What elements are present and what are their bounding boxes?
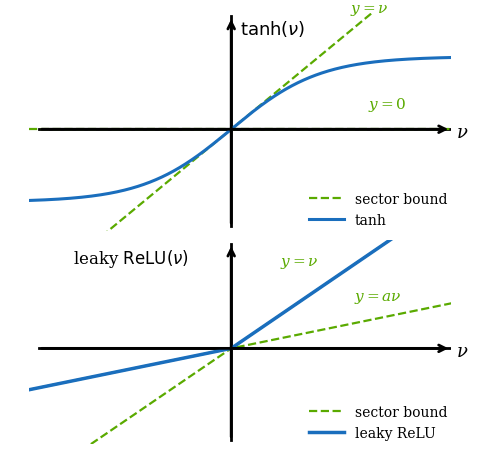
- Text: $y = \nu$: $y = \nu$: [279, 256, 318, 271]
- Text: $\nu$: $\nu$: [456, 342, 468, 360]
- Text: $y = a\nu$: $y = a\nu$: [354, 290, 402, 306]
- Text: leaky $\mathrm{ReLU}(\nu)$: leaky $\mathrm{ReLU}(\nu)$: [73, 247, 189, 269]
- Legend: sector bound, leaky ReLU: sector bound, leaky ReLU: [303, 400, 453, 446]
- Legend: sector bound, tanh: sector bound, tanh: [303, 188, 453, 233]
- Text: $\mathrm{tanh}(\nu)$: $\mathrm{tanh}(\nu)$: [240, 19, 305, 38]
- Text: $y = \nu$: $y = \nu$: [350, 3, 389, 18]
- Text: $\nu$: $\nu$: [456, 124, 468, 142]
- Text: $y = 0$: $y = 0$: [368, 96, 406, 114]
